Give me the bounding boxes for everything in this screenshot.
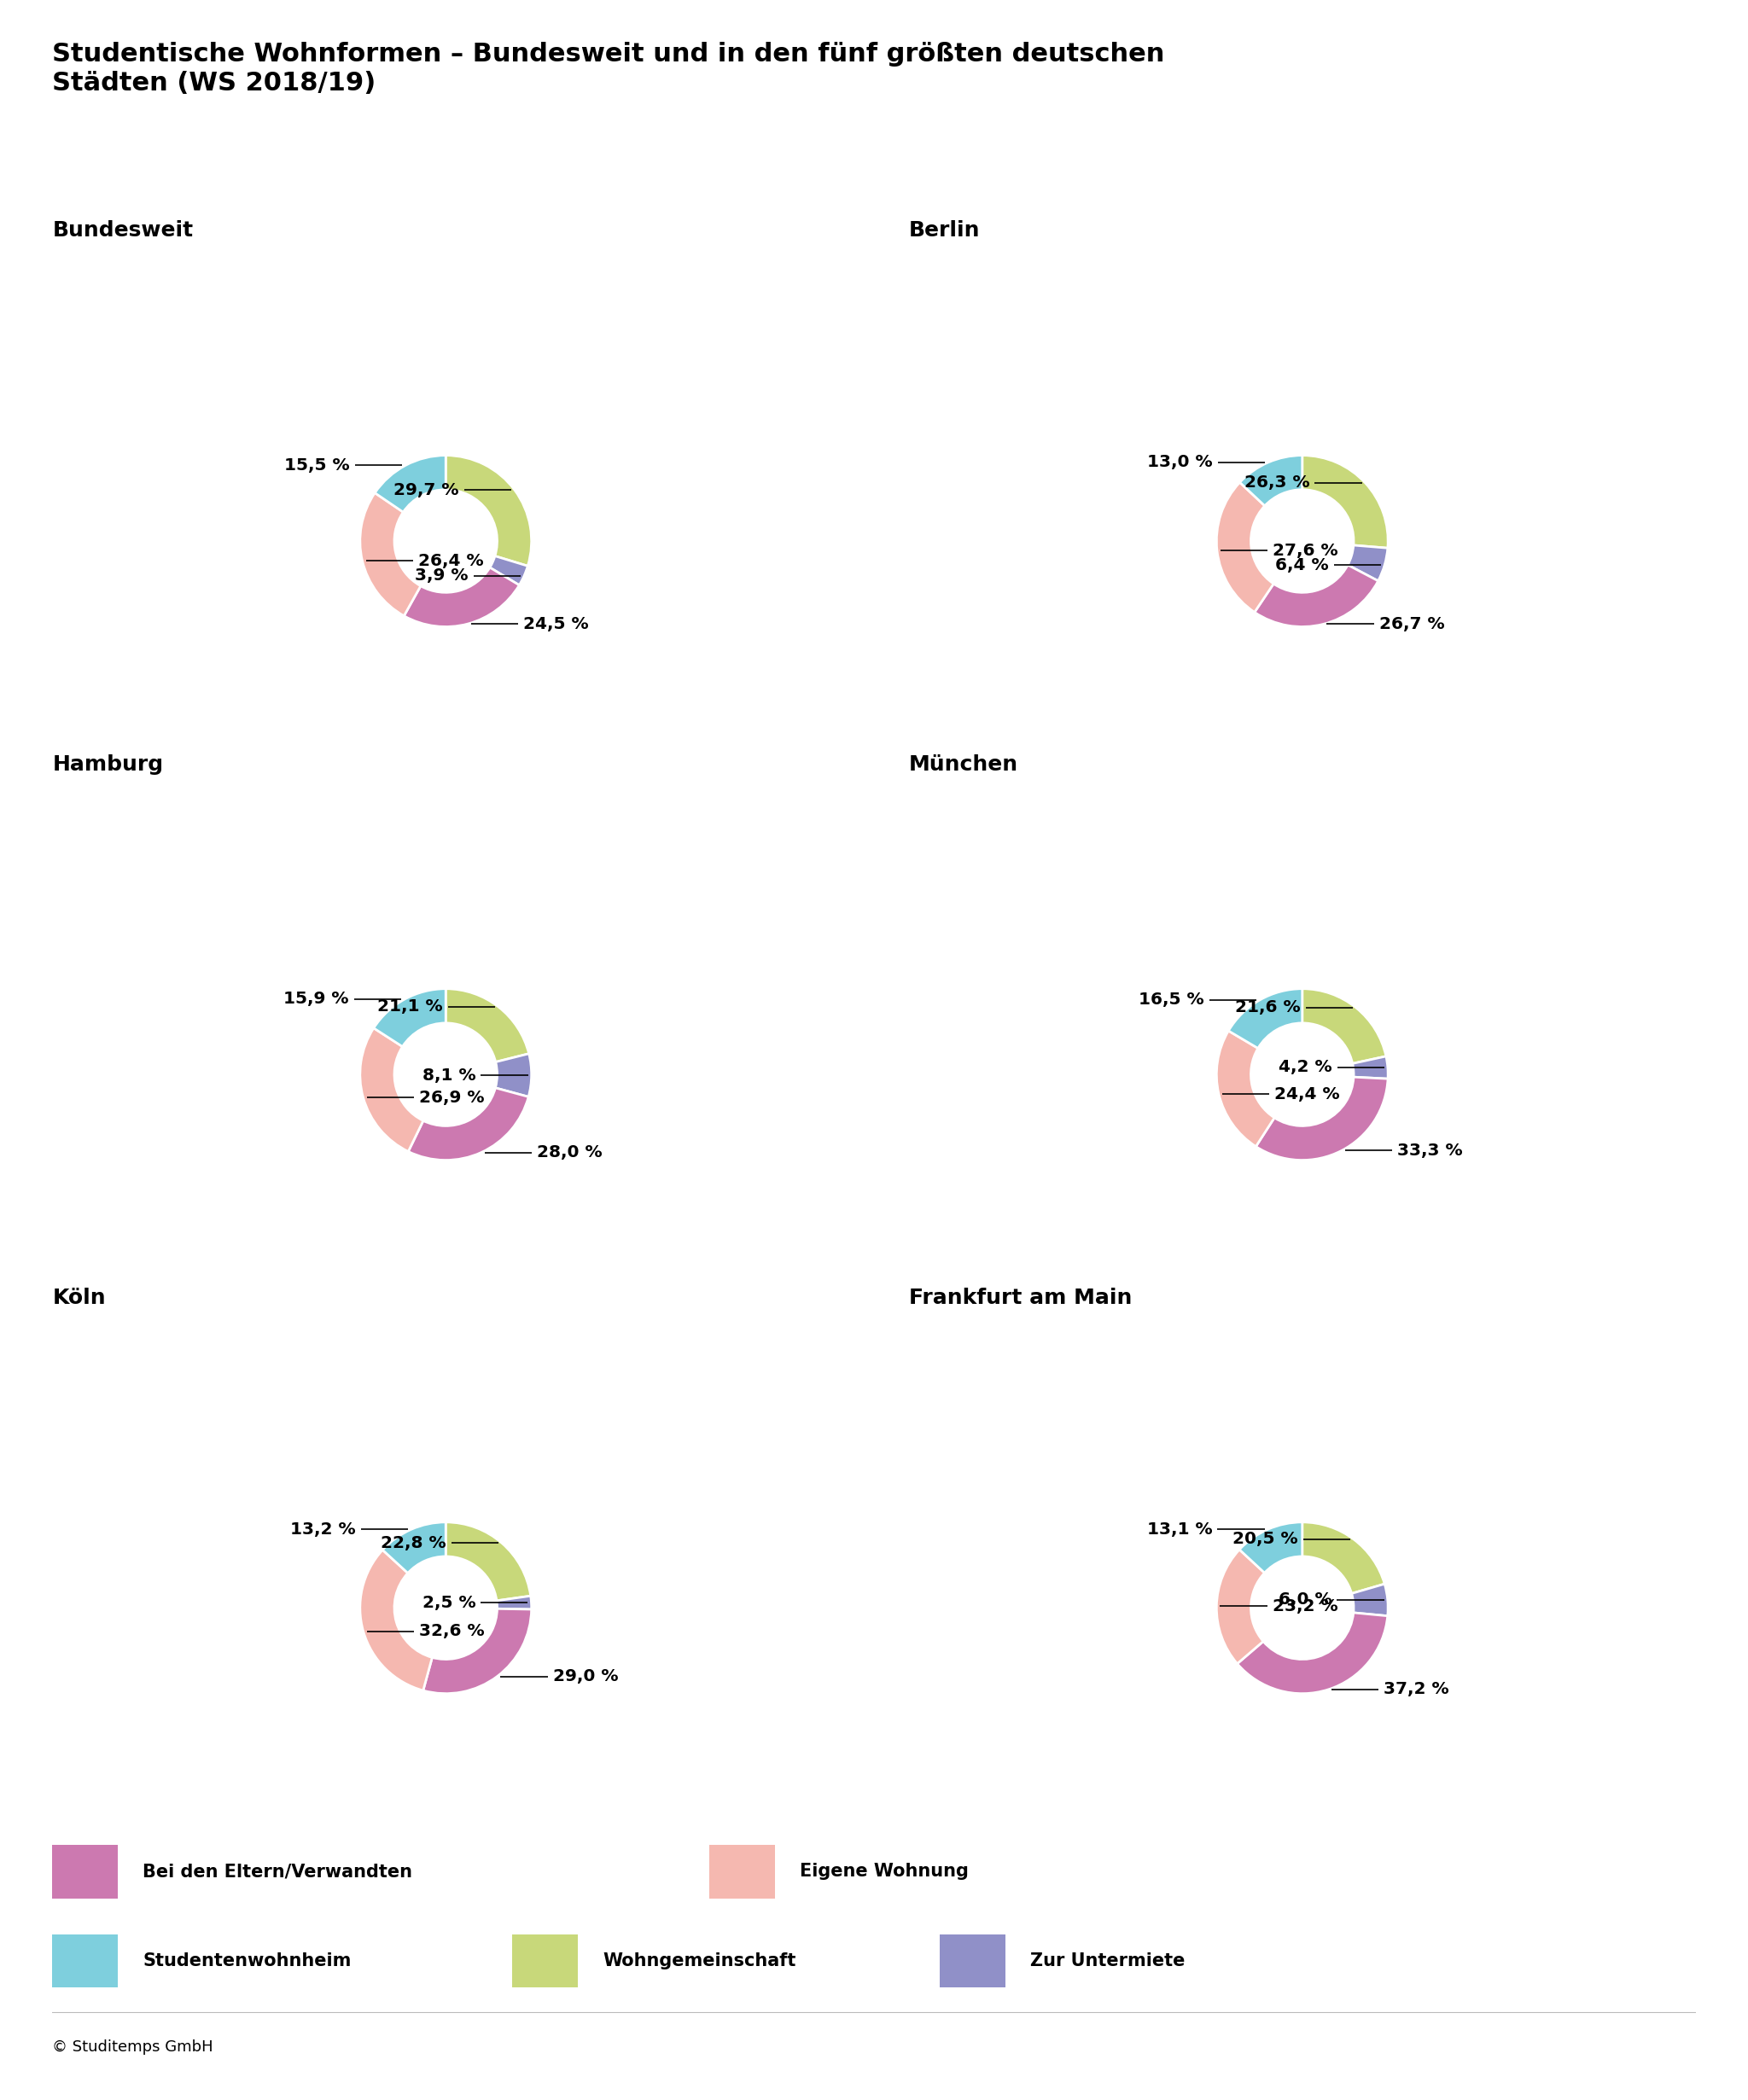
Wedge shape (423, 1609, 531, 1693)
Text: 26,9 %: 26,9 % (420, 1090, 484, 1107)
Text: 23,2 %: 23,2 % (1273, 1598, 1337, 1615)
Wedge shape (1229, 989, 1302, 1048)
Wedge shape (446, 1522, 531, 1600)
Wedge shape (446, 456, 531, 567)
Wedge shape (1239, 1522, 1302, 1573)
Wedge shape (374, 989, 446, 1046)
Text: Zur Untermiete: Zur Untermiete (1030, 1953, 1185, 1970)
Wedge shape (1217, 483, 1274, 613)
Wedge shape (1217, 1550, 1264, 1663)
Text: © Studitemps GmbH: © Studitemps GmbH (52, 2039, 213, 2056)
Wedge shape (404, 567, 519, 626)
Text: Studentenwohnheim: Studentenwohnheim (143, 1953, 351, 1970)
Text: München: München (909, 754, 1019, 775)
Wedge shape (374, 456, 446, 512)
Wedge shape (1217, 1031, 1274, 1147)
Text: 32,6 %: 32,6 % (420, 1623, 484, 1640)
Text: 26,7 %: 26,7 % (1379, 615, 1444, 632)
Wedge shape (1353, 1056, 1388, 1079)
Text: 6,0 %: 6,0 % (1278, 1592, 1332, 1609)
Text: 21,6 %: 21,6 % (1234, 1000, 1301, 1016)
Text: Frankfurt am Main: Frankfurt am Main (909, 1287, 1133, 1308)
Wedge shape (1302, 456, 1388, 548)
Wedge shape (489, 557, 528, 586)
Text: 8,1 %: 8,1 % (423, 1067, 475, 1084)
Text: 27,6 %: 27,6 % (1273, 542, 1339, 559)
Text: 29,7 %: 29,7 % (393, 481, 460, 498)
Text: 13,1 %: 13,1 % (1147, 1520, 1213, 1537)
Wedge shape (383, 1522, 446, 1573)
Text: 26,4 %: 26,4 % (418, 552, 484, 569)
Text: Hamburg: Hamburg (52, 754, 164, 775)
Bar (940, 1934, 1005, 1987)
Wedge shape (446, 989, 530, 1063)
Text: Bundesweit: Bundesweit (52, 220, 194, 242)
Text: 13,2 %: 13,2 % (290, 1520, 357, 1537)
Wedge shape (409, 1088, 528, 1159)
Wedge shape (495, 1054, 531, 1096)
Bar (52, 1846, 119, 1898)
Wedge shape (1351, 1583, 1388, 1615)
Wedge shape (1348, 546, 1388, 582)
Text: Wohngemeinschaft: Wohngemeinschaft (603, 1953, 795, 1970)
Text: 26,3 %: 26,3 % (1245, 475, 1309, 491)
Wedge shape (1255, 565, 1377, 626)
Bar (512, 1934, 579, 1987)
Text: 6,4 %: 6,4 % (1276, 557, 1328, 573)
Text: Studentische Wohnformen – Bundesweit und in den fünf größten deutschen
Städten (: Studentische Wohnformen – Bundesweit und… (52, 42, 1164, 94)
Bar (710, 1846, 776, 1898)
Text: Eigene Wohnung: Eigene Wohnung (801, 1863, 968, 1880)
Wedge shape (1239, 456, 1302, 506)
Wedge shape (1255, 1077, 1388, 1159)
Wedge shape (496, 1596, 531, 1609)
Text: 21,1 %: 21,1 % (378, 1000, 442, 1014)
Text: 3,9 %: 3,9 % (414, 567, 468, 584)
Text: 24,4 %: 24,4 % (1274, 1086, 1341, 1102)
Text: 2,5 %: 2,5 % (421, 1594, 475, 1611)
Bar (52, 1934, 119, 1987)
Text: 15,5 %: 15,5 % (285, 458, 350, 473)
Wedge shape (1302, 989, 1386, 1063)
Wedge shape (360, 1029, 423, 1151)
Text: 15,9 %: 15,9 % (283, 991, 350, 1008)
Text: 24,5 %: 24,5 % (524, 615, 589, 632)
Text: Bei den Eltern/Verwandten: Bei den Eltern/Verwandten (143, 1863, 413, 1880)
Text: 13,0 %: 13,0 % (1147, 454, 1213, 470)
Text: 29,0 %: 29,0 % (552, 1667, 619, 1684)
Text: 16,5 %: 16,5 % (1138, 991, 1204, 1008)
Text: 4,2 %: 4,2 % (1278, 1058, 1332, 1075)
Text: 28,0 %: 28,0 % (537, 1145, 603, 1161)
Wedge shape (360, 1550, 432, 1691)
Wedge shape (1238, 1613, 1388, 1693)
Text: Köln: Köln (52, 1287, 107, 1308)
Text: 20,5 %: 20,5 % (1232, 1531, 1299, 1548)
Wedge shape (360, 493, 421, 615)
Text: 33,3 %: 33,3 % (1397, 1142, 1463, 1159)
Text: 22,8 %: 22,8 % (381, 1535, 446, 1552)
Text: Berlin: Berlin (909, 220, 981, 242)
Text: 37,2 %: 37,2 % (1384, 1682, 1449, 1697)
Wedge shape (1302, 1522, 1384, 1594)
